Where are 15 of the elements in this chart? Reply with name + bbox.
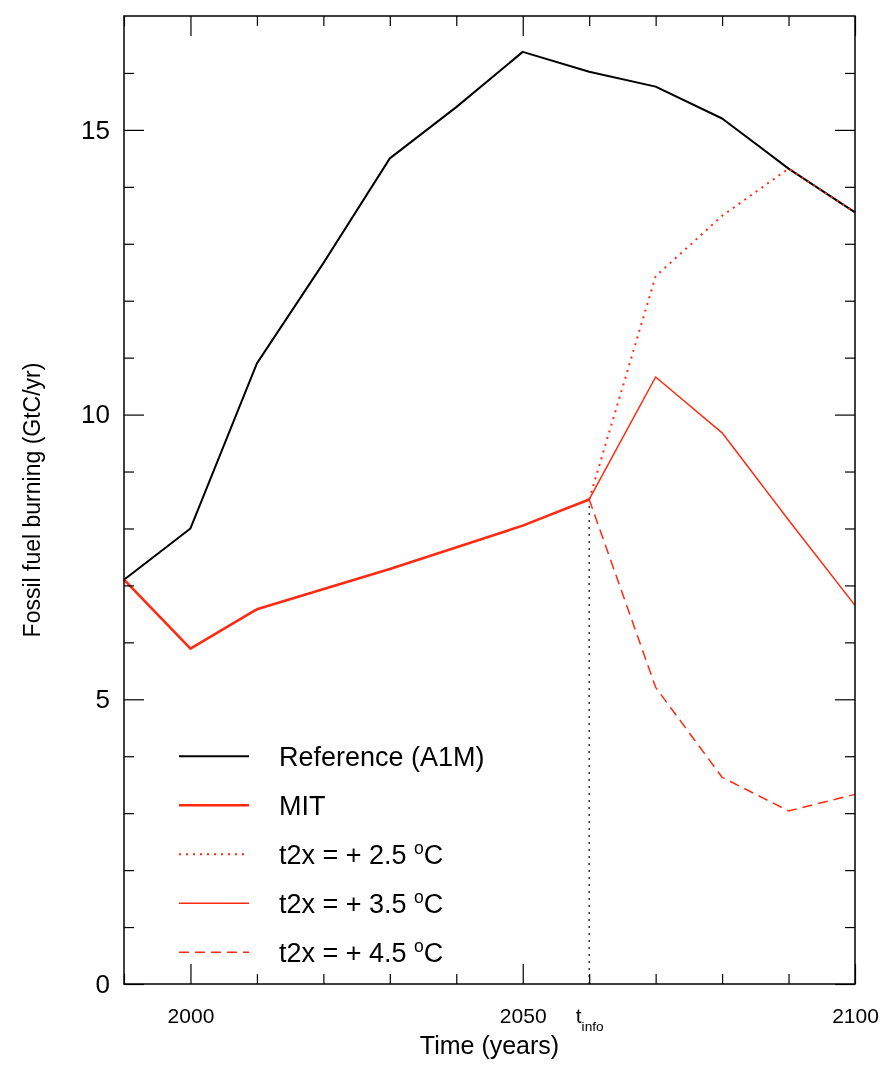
x-tick-label: t$_{info}$ [575, 1003, 605, 1034]
x-tick-label: 2100 [832, 1003, 879, 1027]
y-tick-label: 5 [95, 684, 110, 715]
legend-label: Reference (A1M) [279, 742, 485, 773]
legend-label: MIT [279, 791, 326, 822]
x-tick-label: 2000 [167, 1003, 215, 1027]
legend-label: t2x = + 2.5 $^{o}$C [279, 838, 444, 871]
y-tick-label: 10 [81, 399, 110, 430]
legend-label: t2x = + 3.5 $^{o}$C [279, 887, 444, 920]
y-tick-label: 0 [95, 968, 110, 999]
x-tick-label: 2050 [499, 1003, 547, 1027]
x-axis-title: Time (years) [419, 1031, 560, 1059]
y-tick-label: 15 [81, 114, 110, 145]
legend-label: t2x = + 4.5 $^{o}$C [279, 936, 444, 969]
y-axis-title: Fossil fuel burning (GtC/yr) [19, 362, 45, 638]
